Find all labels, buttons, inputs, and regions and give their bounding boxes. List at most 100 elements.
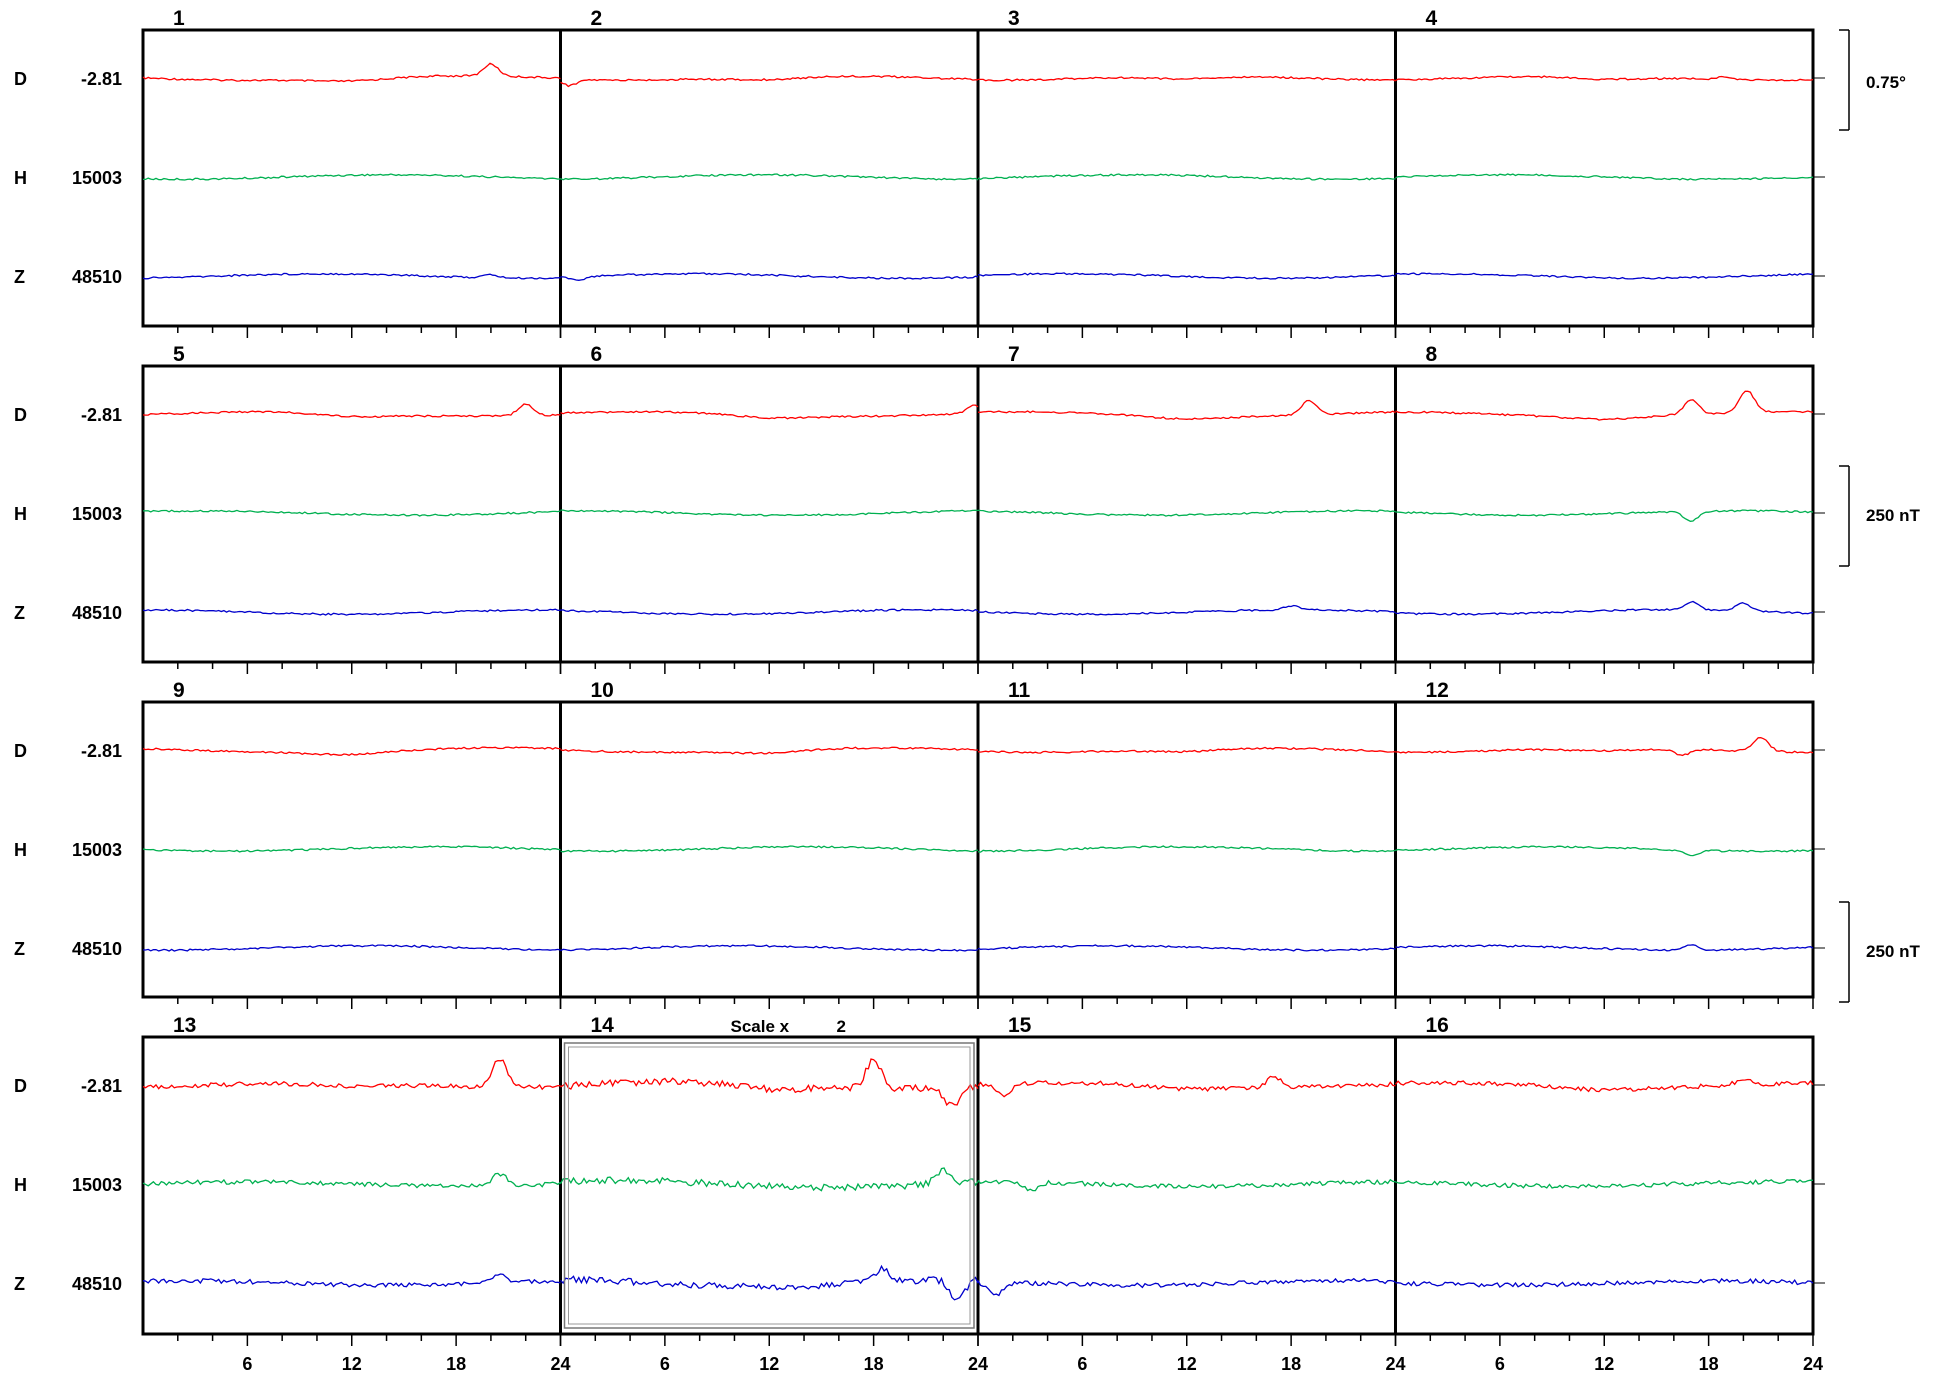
trace-day-14-D [560,1058,979,1107]
baseline-value-H: 15003 [72,168,122,188]
trace-day-10-D [560,746,979,755]
component-label-Z: Z [14,267,25,287]
trace-day-9-D [142,746,561,757]
component-label-D: D [14,69,27,89]
baseline-value-H: 15003 [72,504,122,524]
baseline-value-Z: 48510 [72,939,122,959]
day-label-7: 7 [1008,343,1020,366]
baseline-value-Z: 48510 [72,267,122,287]
day-label-8: 8 [1426,343,1438,366]
trace-day-2-H [560,173,979,181]
trace-day-4-Z [1395,272,1814,280]
component-label-Z: Z [14,939,25,959]
trace-day-9-Z [142,944,561,952]
day-label-12: 12 [1426,679,1449,702]
baseline-value-Z: 48510 [72,1274,122,1294]
x-tick-label: 6 [1495,1354,1505,1374]
component-label-H: H [14,1175,27,1195]
trace-day-6-Z [560,608,979,616]
trace-day-5-H [142,509,561,517]
scaled-day-frame-inner [568,1046,971,1325]
trace-day-3-H [977,173,1396,181]
day-label-10: 10 [591,679,614,702]
trace-day-11-Z [977,944,1396,952]
trace-day-15-H [977,1178,1396,1192]
trace-day-7-H [977,509,1396,517]
trace-day-2-D [560,74,978,88]
trace-day-16-H [1395,1179,1814,1189]
trace-day-7-Z [977,604,1396,616]
component-label-H: H [14,168,27,188]
trace-day-11-D [977,746,1396,754]
day-label-13: 13 [173,1014,196,1037]
trace-day-14-Z [560,1264,979,1301]
trace-day-15-D [977,1075,1396,1098]
trace-day-12-Z [1395,944,1814,952]
baseline-value-D: -2.81 [81,405,122,425]
day-label-14: 14 [591,1014,615,1037]
trace-day-6-H [560,509,979,517]
scale-bar-label: 0.75° [1866,73,1906,92]
trace-day-9-H [142,845,561,853]
scale-bar-label: 250 nT [1866,942,1920,961]
scaled-day-frame [563,1042,975,1329]
x-tick-label: 24 [1803,1354,1823,1374]
scale-factor: 2 [837,1017,846,1036]
component-label-H: H [14,504,27,524]
x-tick-label: 12 [759,1354,779,1374]
x-tick-label: 24 [968,1354,988,1374]
baseline-value-D: -2.81 [81,741,122,761]
day-label-2: 2 [591,7,603,30]
trace-day-1-Z [142,272,561,280]
component-label-Z: Z [14,603,25,623]
trace-day-5-Z [142,608,561,616]
trace-day-7-D [977,399,1396,421]
x-tick-label: 12 [1177,1354,1197,1374]
trace-day-8-Z [1395,600,1814,616]
x-tick-label: 6 [242,1354,252,1374]
day-label-6: 6 [591,343,603,366]
x-tick-label: 24 [1385,1354,1405,1374]
component-label-D: D [14,741,27,761]
x-tick-label: 24 [550,1354,570,1374]
scale-bar-label: 250 nT [1866,506,1920,525]
trace-day-11-H [977,845,1396,853]
trace-day-13-H [142,1172,561,1189]
trace-day-14-H [559,1167,979,1192]
x-tick-label: 18 [864,1354,884,1374]
x-tick-label: 6 [660,1354,670,1374]
trace-day-10-H [560,845,979,853]
baseline-value-Z: 48510 [72,603,122,623]
day-label-11: 11 [1008,679,1031,702]
trace-day-13-Z [142,1273,561,1288]
x-tick-label: 6 [1077,1354,1087,1374]
trace-day-2-Z [560,272,979,281]
trace-day-1-H [143,173,561,181]
x-tick-label: 12 [342,1354,362,1374]
baseline-value-D: -2.81 [81,69,122,89]
trace-day-13-D [142,1059,561,1091]
component-label-Z: Z [14,1274,25,1294]
day-label-4: 4 [1426,7,1438,30]
x-tick-label: 18 [1281,1354,1301,1374]
trace-day-4-H [1395,173,1814,181]
day-label-1: 1 [173,7,185,30]
trace-day-8-H [1395,509,1814,522]
scale-label: Scale x [731,1017,790,1036]
baseline-value-D: -2.81 [81,1076,122,1096]
day-label-15: 15 [1008,1014,1032,1037]
baseline-value-H: 15003 [72,1175,122,1195]
trace-day-3-Z [977,272,1396,280]
day-label-5: 5 [173,343,185,366]
trace-day-6-D [560,404,979,420]
x-tick-label: 18 [1699,1354,1719,1374]
x-tick-label: 12 [1594,1354,1614,1374]
trace-day-5-D [142,403,561,418]
trace-day-10-Z [560,944,979,952]
trace-day-3-D [978,75,1396,82]
trace-day-12-D [1395,737,1814,757]
trace-day-16-Z [1395,1277,1814,1289]
trace-day-4-D [1395,75,1814,82]
trace-day-12-H [1395,845,1814,857]
